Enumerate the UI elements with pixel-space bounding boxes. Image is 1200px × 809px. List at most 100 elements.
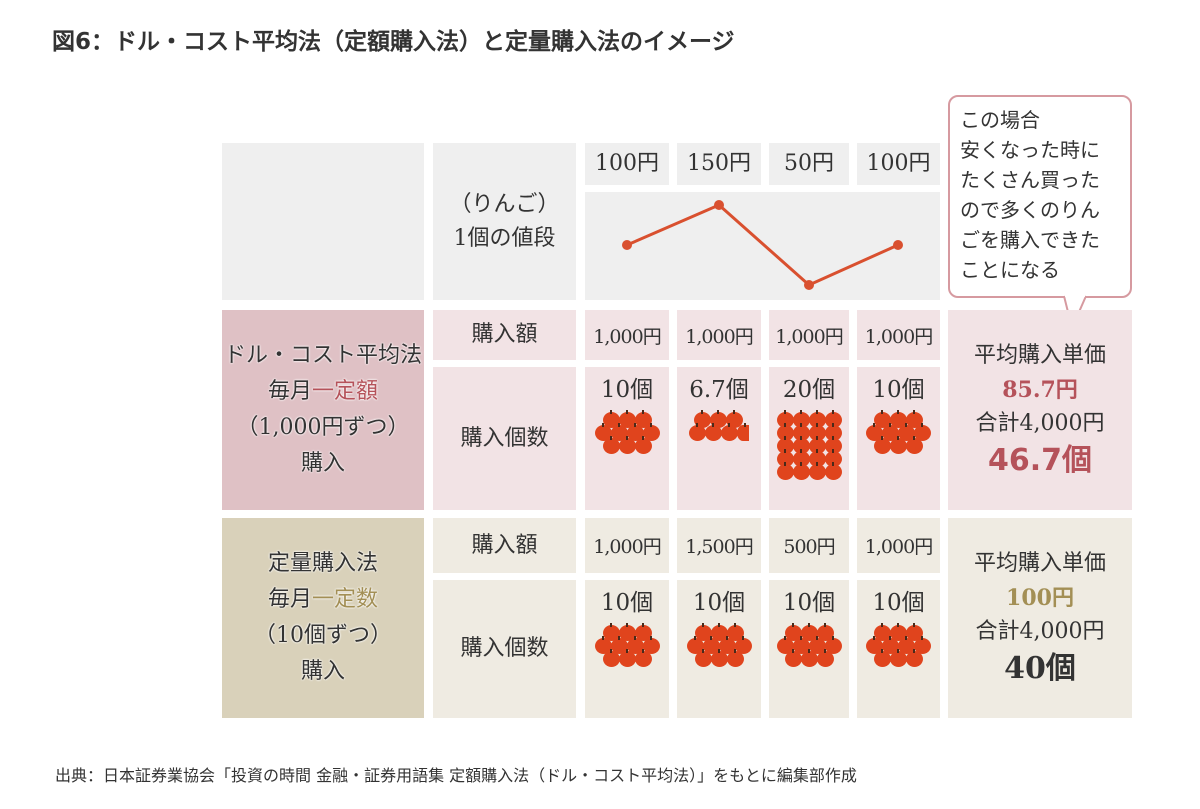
amount-cell: 1,000円	[769, 310, 849, 360]
apple-row	[602, 436, 652, 454]
apple-icon	[914, 423, 931, 441]
price-chart-cell	[585, 192, 940, 300]
apple-icon	[710, 649, 728, 667]
bubble-line: ごを購入できた	[960, 228, 1100, 252]
apple-icon	[874, 410, 891, 428]
apple-icon	[594, 636, 612, 654]
price-point	[804, 280, 814, 290]
apple-row	[594, 636, 660, 654]
apple-icon	[626, 636, 644, 654]
apple-icon	[642, 423, 660, 441]
apple-icon	[594, 423, 612, 441]
apple-icon	[792, 410, 810, 428]
source-footer: 出典：日本証券業協会「投資の時間 金融・証券用語集 定額購入法（ドル・コスト平均…	[55, 766, 857, 785]
apple-icon	[626, 423, 644, 441]
amount-cell: 500円	[769, 518, 849, 573]
apple-icon	[890, 436, 907, 454]
apple-icon	[808, 636, 826, 654]
amount-cell: 1,000円	[585, 310, 669, 360]
apple-icon	[800, 649, 818, 667]
apple-icon	[808, 423, 826, 441]
amount-cell: 1,000円	[677, 310, 761, 360]
apple-icon	[906, 649, 923, 667]
fq-header-fixed-count: 一定数	[312, 587, 379, 612]
callout-bubble: この場合 安くなった時に たくさん買った ので多くのりん ごを購入できた ことに…	[948, 95, 1132, 298]
apple-icon	[906, 623, 923, 641]
apple-icon	[874, 649, 891, 667]
apple-group	[866, 410, 931, 454]
apple-row	[866, 636, 931, 654]
apple-icon	[890, 410, 907, 428]
fq-header-detail: （10個ずつ）	[254, 623, 392, 648]
price-cell: 100円	[857, 143, 940, 185]
apple-icon	[866, 636, 883, 654]
amount-cell: 1,000円	[857, 518, 940, 573]
apple-row	[866, 423, 931, 441]
apple-icon	[874, 623, 891, 641]
fixed-qty-header: 定量購入法 毎月一定数 （10個ずつ） 購入	[222, 518, 424, 718]
apple-row	[784, 649, 834, 667]
apple-icon	[610, 423, 628, 441]
count-cell: 10個	[585, 367, 669, 510]
apple-icon	[784, 649, 802, 667]
apple-row	[602, 649, 652, 667]
apple-icon	[816, 623, 834, 641]
apple-row	[874, 623, 923, 641]
apple-icon	[898, 636, 915, 654]
apple-icon	[618, 649, 636, 667]
apple-icon	[792, 462, 810, 480]
apple-icon	[686, 636, 704, 654]
apple-row	[776, 410, 842, 428]
apple-icon	[824, 410, 842, 428]
apple-group	[594, 410, 660, 454]
apple-row	[874, 410, 923, 428]
apple-row	[694, 649, 744, 667]
apple-icon	[808, 449, 826, 467]
apple-icon	[882, 423, 899, 441]
apple-icon	[776, 423, 794, 441]
apple-row	[594, 423, 660, 441]
apple-icon	[816, 649, 834, 667]
apple-icon	[634, 649, 652, 667]
apple-icon	[610, 636, 628, 654]
apple-icon	[776, 449, 794, 467]
bubble-line: ので多くのりん	[960, 198, 1100, 222]
price-cell: 50円	[769, 143, 849, 185]
apple-icon	[726, 649, 744, 667]
apple-icon	[808, 436, 826, 454]
apple-row	[694, 410, 744, 428]
fq-summary: 平均購入単価 100円 合計4,000円 40個	[948, 518, 1132, 718]
apple-icon	[710, 410, 728, 428]
apple-icon	[721, 423, 739, 441]
blank-header-cell	[222, 143, 424, 300]
apple-group	[776, 410, 842, 480]
apple-icon	[906, 436, 923, 454]
dc-header-monthly: 毎月	[267, 379, 312, 404]
apple-icon	[642, 636, 660, 654]
price-label-cell: （りんご） 1個の値段	[433, 143, 576, 300]
apple-icon	[890, 623, 907, 641]
fq-summary-avg: 100円	[1006, 585, 1074, 611]
apple-icon	[694, 623, 712, 641]
count-cell: 10個	[769, 580, 849, 718]
apple-icon	[808, 462, 826, 480]
apple-row	[874, 436, 923, 454]
dc-header-buy: 購入	[300, 451, 345, 476]
price-point	[893, 240, 903, 250]
bubble-line: たくさん買った	[960, 168, 1100, 192]
price-line	[626, 203, 899, 287]
bubble-line: ことになる	[960, 258, 1060, 282]
fq-header-buy: 購入	[300, 659, 345, 684]
apple-icon	[776, 462, 794, 480]
apple-group	[689, 410, 749, 441]
apple-icon	[694, 649, 712, 667]
count-value: 10個	[872, 377, 925, 403]
apple-icon	[602, 623, 620, 641]
count-value: 10個	[872, 590, 925, 616]
apple-row	[776, 636, 842, 654]
bubble-line: 安くなった時に	[960, 138, 1100, 162]
apple-icon	[618, 623, 636, 641]
apple-icon	[618, 436, 636, 454]
dc-count-label: 購入個数	[433, 367, 576, 510]
count-cell: 6.7個	[677, 367, 761, 510]
